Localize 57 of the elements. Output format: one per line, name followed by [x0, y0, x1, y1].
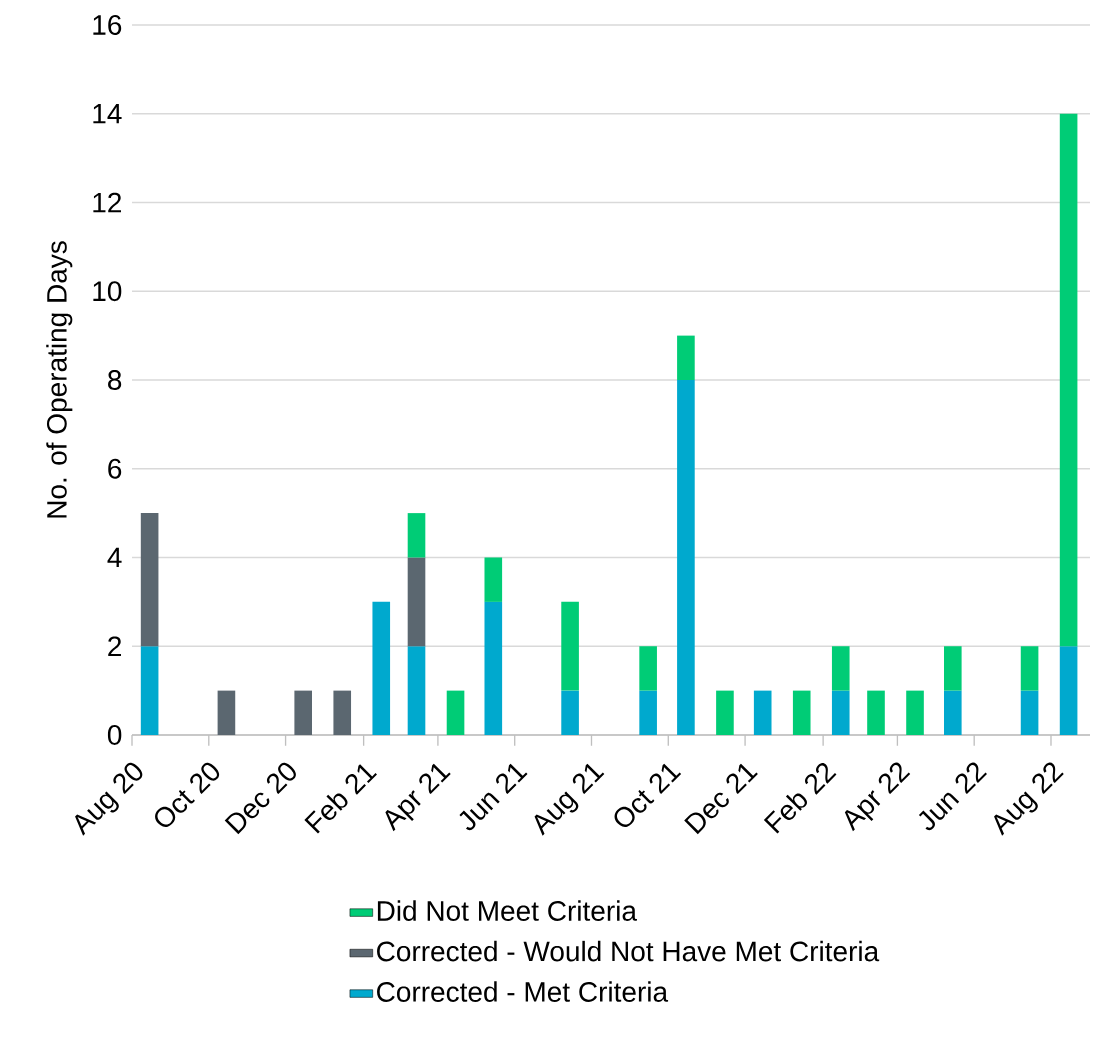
- bar: [677, 335, 695, 380]
- bar: [792, 690, 811, 735]
- legend-label: Corrected - Met Criteria: [377, 981, 669, 1002]
- bar: [867, 690, 885, 735]
- y-tick-label: 0: [107, 725, 122, 745]
- bar: [831, 690, 850, 735]
- x-tick-label: Aug 22: [994, 762, 1064, 836]
- bar: [217, 690, 236, 735]
- bar: [1059, 646, 1078, 735]
- x-tick-label: Apr 21: [385, 763, 451, 832]
- bar: [906, 690, 924, 735]
- bar: [716, 690, 734, 735]
- x-tick-label: Feb 22: [763, 763, 837, 834]
- bar: [677, 379, 695, 735]
- legend-label: Corrected - Would Not Have Met Criteria: [377, 940, 880, 962]
- bar: [446, 690, 465, 735]
- bar: [639, 646, 657, 691]
- bar: [140, 513, 159, 647]
- y-tick-label: 16: [93, 15, 122, 35]
- y-axis-title: No. of Operating Days: [46, 241, 73, 518]
- bar: [943, 690, 962, 735]
- bar: [484, 557, 503, 602]
- x-tick-label: Oct 20: [155, 762, 220, 827]
- bar: [639, 690, 657, 735]
- y-tick-label: 6: [108, 458, 122, 479]
- x-tick-label: Dec 20: [224, 762, 296, 835]
- x-tick-label: Aug 21: [534, 763, 605, 836]
- bar: [943, 646, 962, 691]
- bar: [140, 646, 159, 735]
- y-tick-label: 2: [108, 636, 121, 657]
- y-tick-label: 4: [107, 547, 122, 568]
- x-tick-label: Feb 21: [304, 764, 377, 834]
- bar: [333, 690, 352, 735]
- y-tick-label: 8: [108, 370, 122, 390]
- x-tick-label: Apr 22: [844, 762, 911, 832]
- x-tick-label: Jun 22: [918, 762, 987, 831]
- y-tick-label: 12: [93, 192, 121, 213]
- bar: [1059, 113, 1078, 647]
- bar: [407, 557, 426, 647]
- bar: [484, 601, 503, 735]
- bar: [407, 513, 426, 558]
- y-tick-label: 10: [93, 281, 122, 302]
- bar: [561, 601, 579, 691]
- bar: [1020, 646, 1039, 691]
- bar: [407, 646, 426, 735]
- bar: [294, 690, 313, 735]
- x-tick-label: Dec 21: [684, 763, 758, 835]
- y-tick-label: 14: [93, 104, 122, 124]
- legend-label: Did Not Meet Criteria: [377, 900, 637, 921]
- x-tick-label: Aug 20: [75, 762, 143, 836]
- bar: [1020, 690, 1039, 735]
- bar: [831, 646, 850, 691]
- x-tick-label: Jun 21: [459, 763, 528, 831]
- x-tick-label: Oct 21: [614, 763, 682, 827]
- bar: [372, 601, 391, 735]
- bar: [753, 690, 772, 735]
- bar: [561, 690, 579, 735]
